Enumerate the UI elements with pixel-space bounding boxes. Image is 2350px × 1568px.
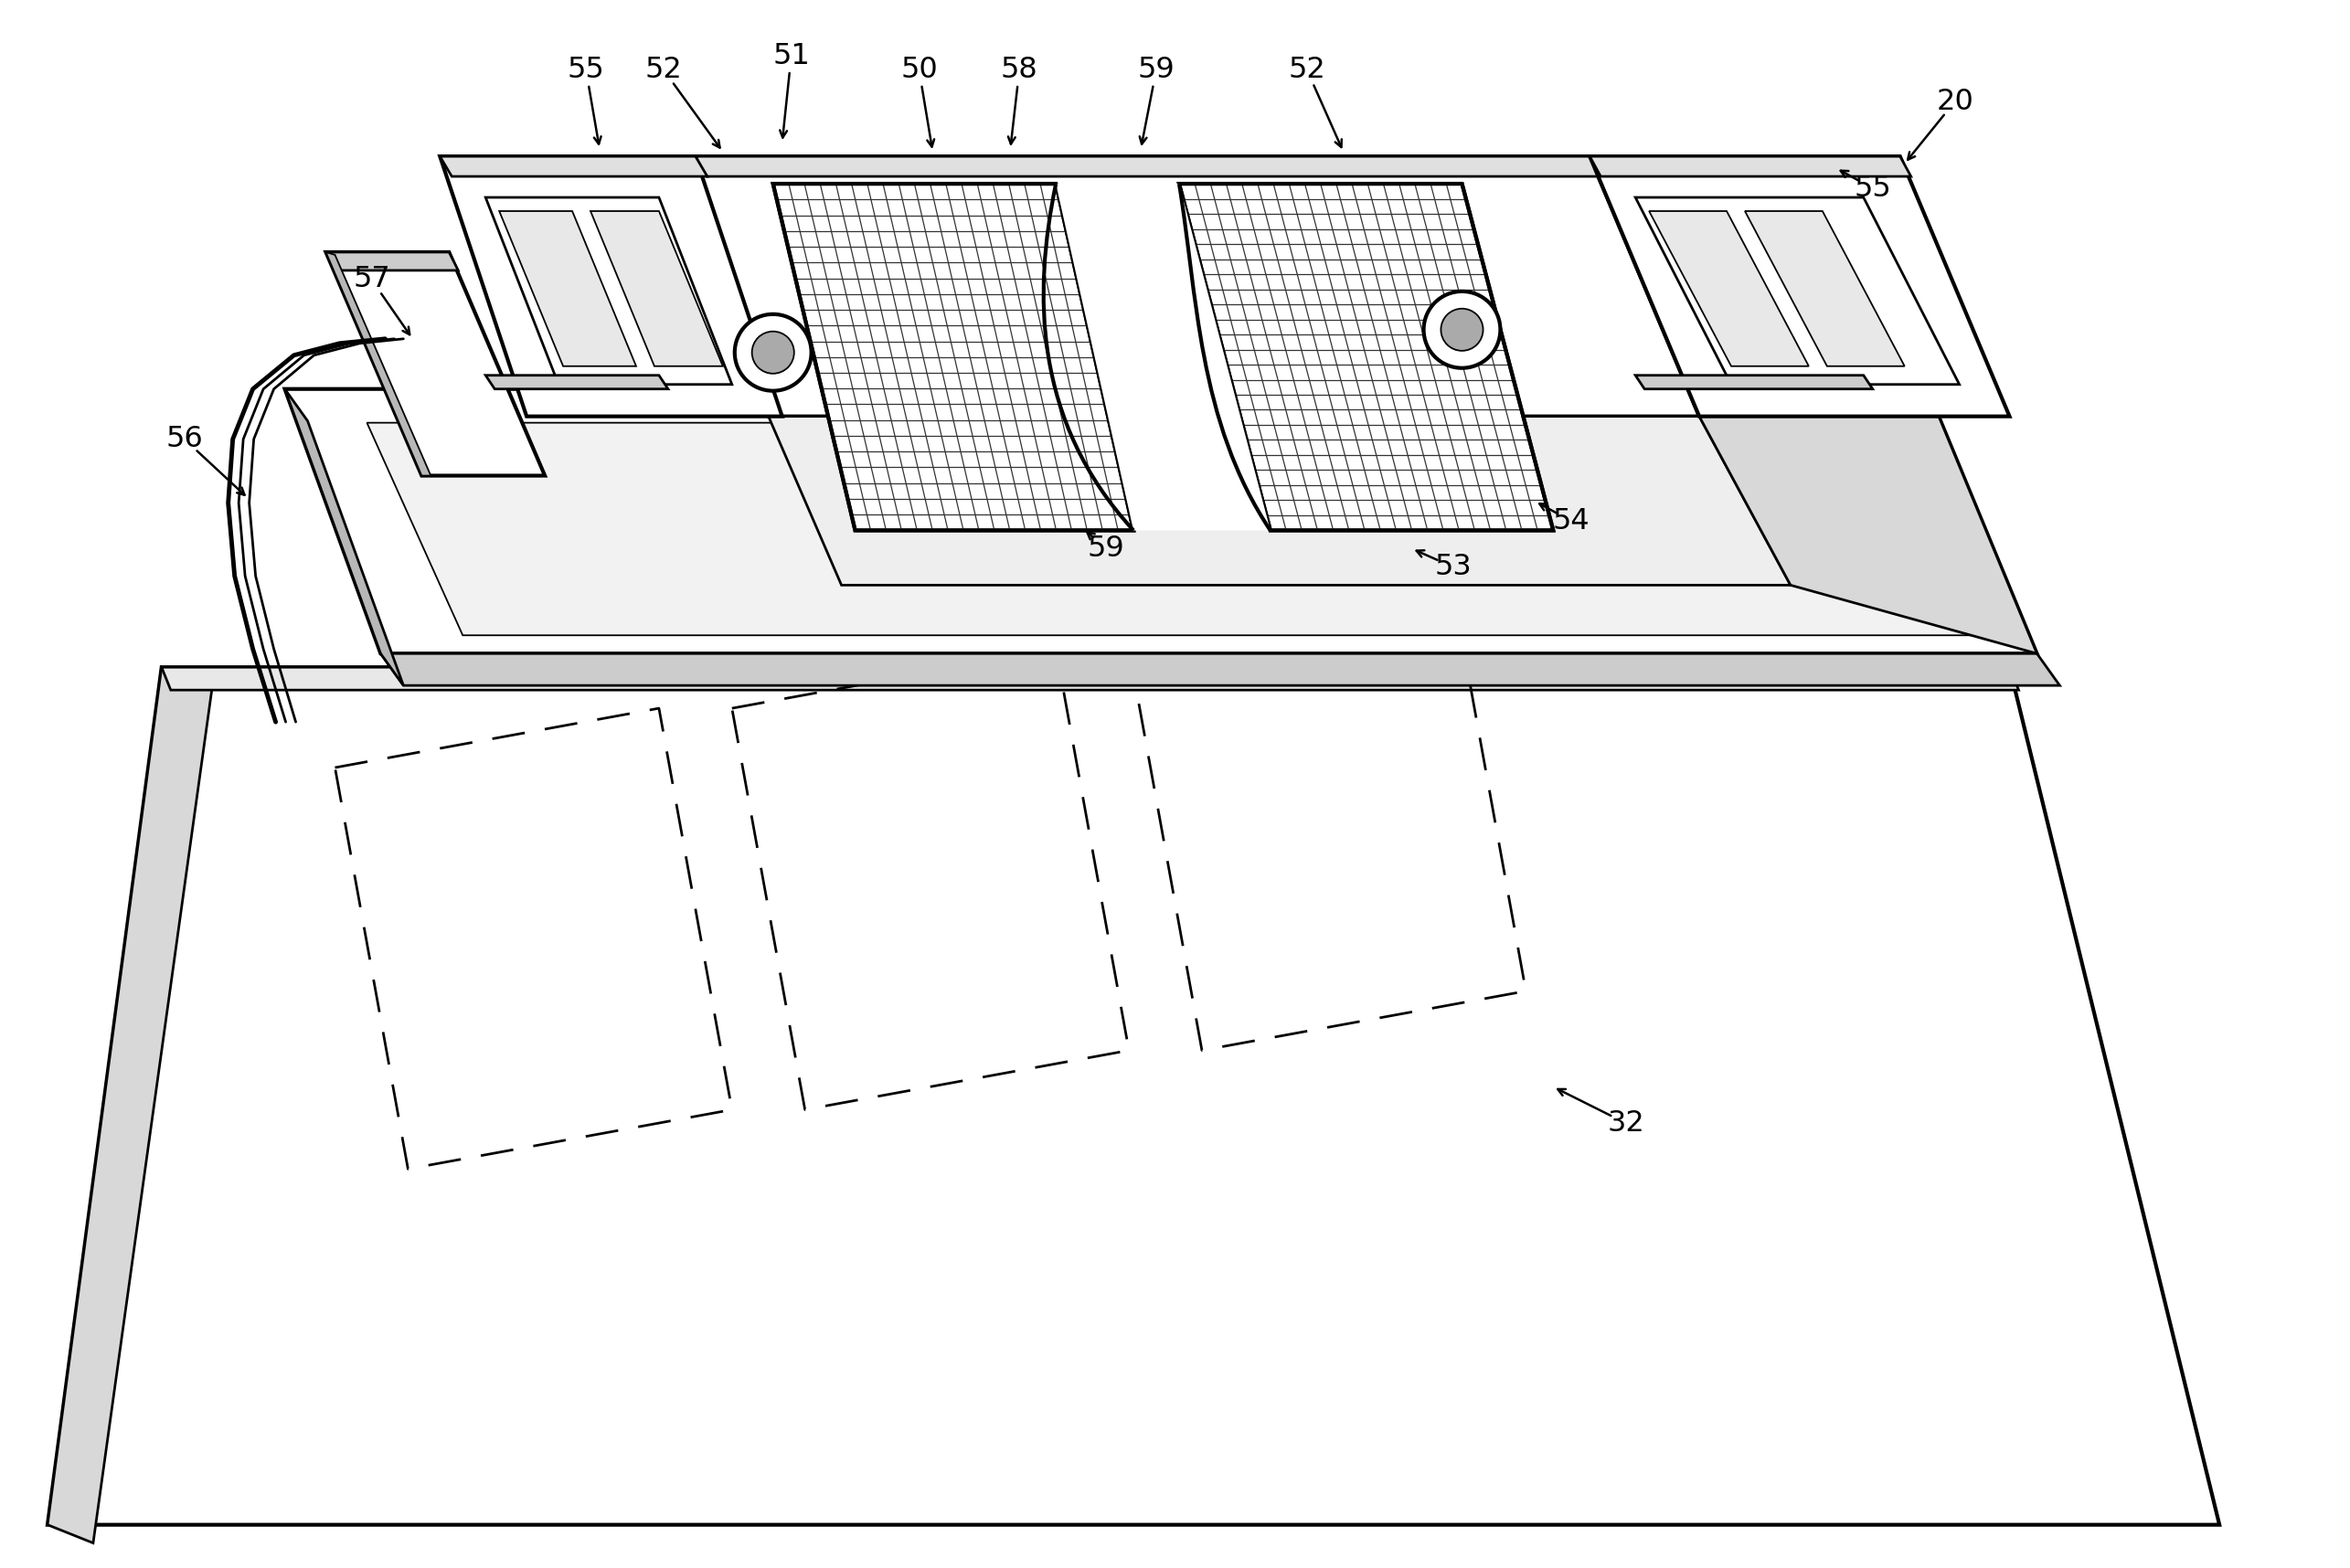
Polygon shape	[696, 157, 1699, 417]
Polygon shape	[439, 157, 707, 177]
Polygon shape	[1699, 389, 2037, 654]
Text: 52: 52	[644, 55, 681, 83]
Polygon shape	[327, 252, 458, 270]
Text: 58: 58	[1001, 55, 1039, 83]
Polygon shape	[47, 668, 2218, 1524]
Text: 59: 59	[1137, 55, 1175, 83]
Polygon shape	[367, 423, 1986, 635]
Polygon shape	[1055, 183, 1271, 530]
Polygon shape	[284, 389, 404, 685]
Polygon shape	[162, 668, 2019, 690]
Text: 32: 32	[1607, 1109, 1645, 1137]
Polygon shape	[1589, 157, 2009, 417]
Circle shape	[752, 331, 794, 373]
Polygon shape	[486, 375, 667, 389]
Polygon shape	[768, 417, 1791, 585]
Text: 50: 50	[900, 55, 938, 83]
Text: 54: 54	[1553, 506, 1591, 535]
Text: 20: 20	[1936, 88, 1974, 116]
Polygon shape	[1589, 157, 1911, 177]
Polygon shape	[1650, 212, 1810, 367]
Polygon shape	[284, 389, 2037, 654]
Circle shape	[1424, 292, 1499, 368]
Text: 55: 55	[566, 55, 604, 83]
Polygon shape	[1636, 198, 1960, 384]
Text: 59: 59	[1088, 535, 1126, 563]
Polygon shape	[381, 654, 2059, 685]
Text: 53: 53	[1434, 552, 1471, 582]
Text: 56: 56	[167, 425, 202, 453]
Polygon shape	[696, 157, 1600, 177]
Polygon shape	[439, 157, 783, 417]
Polygon shape	[327, 252, 430, 475]
Polygon shape	[47, 668, 212, 1543]
Circle shape	[1441, 309, 1483, 351]
Text: 52: 52	[1288, 55, 1325, 83]
Polygon shape	[773, 183, 1133, 530]
Text: 55: 55	[1854, 174, 1892, 202]
Polygon shape	[486, 198, 731, 384]
Polygon shape	[1636, 375, 1873, 389]
Text: 51: 51	[773, 42, 811, 71]
Polygon shape	[1746, 212, 1904, 367]
Text: 57: 57	[352, 265, 390, 293]
Polygon shape	[590, 212, 724, 367]
Polygon shape	[498, 212, 637, 367]
Polygon shape	[1180, 183, 1553, 530]
Circle shape	[736, 314, 811, 390]
Polygon shape	[327, 252, 545, 475]
